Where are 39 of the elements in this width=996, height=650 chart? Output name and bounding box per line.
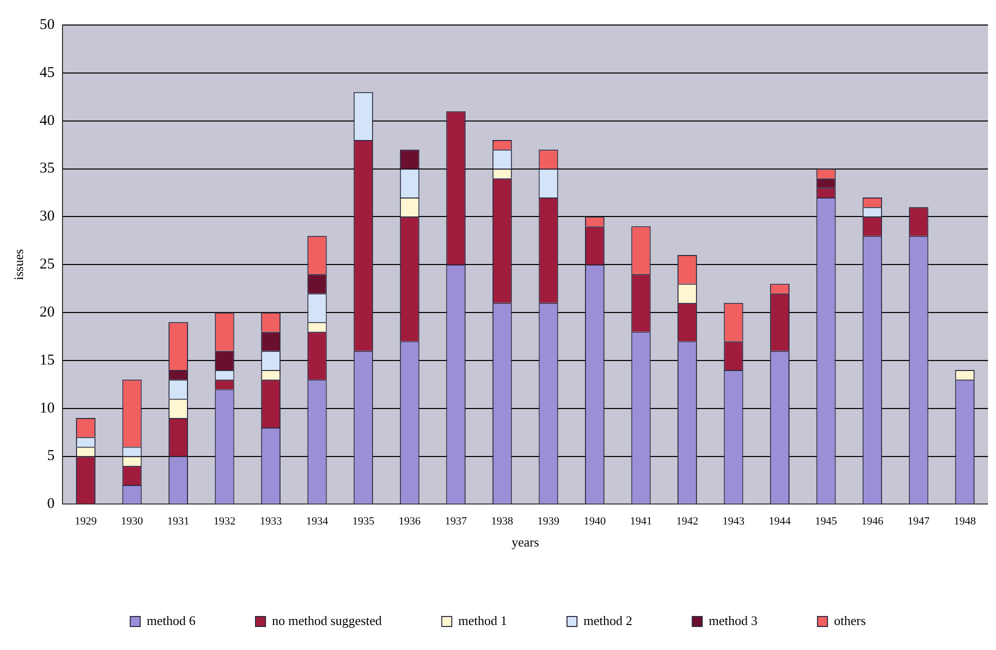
y-tick-label: 0	[47, 496, 55, 512]
y-tick-label: 20	[40, 304, 55, 320]
x-tick-label: 1941	[630, 516, 652, 528]
y-tick-label: 45	[40, 64, 55, 81]
legend-label: method 6	[146, 612, 196, 628]
x-tick-label: 1940	[584, 516, 606, 528]
x-tick-label: 1936	[398, 516, 422, 528]
x-tick-label: 1932	[214, 516, 236, 528]
x-tick-label: 1930	[121, 516, 144, 528]
x-tick-label: 1933	[260, 516, 282, 528]
y-tick-label: 25	[40, 256, 55, 273]
y-tick-label: 5	[47, 448, 55, 464]
x-tick-label: 1943	[722, 516, 746, 528]
y-tick-label: 50	[40, 16, 55, 33]
x-axis-title: years	[512, 534, 540, 550]
y-axis-title: issues	[11, 249, 26, 280]
y-tick-label: 15	[40, 352, 55, 368]
x-tick-label: 1938	[491, 516, 514, 528]
x-tick-label: 1942	[676, 516, 698, 528]
x-tick-label: 1935	[352, 516, 375, 528]
x-tick-label: 1947	[908, 516, 930, 528]
x-tick-label: 1944	[768, 516, 792, 528]
legend-label: no method suggested	[272, 612, 382, 628]
legend-label: method 2	[583, 612, 632, 628]
y-tick-label: 40	[40, 112, 55, 129]
y-tick-label: 10	[40, 400, 55, 416]
y-tick-label: 35	[40, 160, 55, 177]
x-tick-label: 1934	[306, 516, 329, 528]
legend-label: method 1	[458, 612, 508, 628]
x-tick-label: 1946	[861, 516, 884, 528]
x-tick-label: 1939	[537, 516, 560, 528]
legend-label: method 3	[708, 612, 758, 628]
x-tick-label: 1937	[444, 516, 468, 528]
legend-label: others	[834, 612, 866, 628]
x-tick-label: 1945	[815, 516, 838, 528]
y-tick-label: 30	[40, 208, 55, 225]
x-tick-label: 1931	[167, 516, 190, 528]
x-tick-label: 1948	[954, 516, 976, 528]
x-tick-label: 1929	[74, 516, 98, 528]
